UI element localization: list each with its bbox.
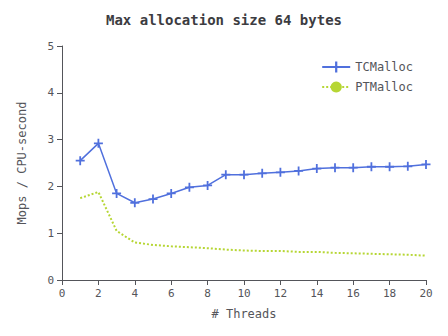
svg-text:0: 0 [59, 287, 66, 300]
svg-text:3: 3 [47, 133, 54, 146]
svg-text:Mops / CPU-second: Mops / CPU-second [15, 102, 29, 225]
svg-text:4: 4 [131, 287, 138, 300]
svg-text:12: 12 [274, 287, 287, 300]
svg-text:6: 6 [168, 287, 175, 300]
svg-text:18: 18 [383, 287, 396, 300]
svg-text:4: 4 [47, 86, 54, 99]
svg-text:TCMalloc: TCMalloc [355, 60, 413, 74]
svg-text:Max allocation size 64 bytes: Max allocation size 64 bytes [106, 12, 342, 28]
svg-text:20: 20 [419, 287, 432, 300]
svg-text:10: 10 [237, 287, 250, 300]
svg-text:16: 16 [347, 287, 360, 300]
svg-text:8: 8 [204, 287, 211, 300]
svg-text:PTMalloc: PTMalloc [355, 80, 413, 94]
svg-text:# Threads: # Threads [211, 307, 276, 321]
svg-text:0: 0 [47, 274, 54, 287]
svg-text:5: 5 [47, 40, 54, 53]
svg-text:14: 14 [310, 287, 324, 300]
svg-text:2: 2 [47, 180, 54, 193]
svg-text:1: 1 [47, 227, 54, 240]
svg-text:2: 2 [95, 287, 102, 300]
